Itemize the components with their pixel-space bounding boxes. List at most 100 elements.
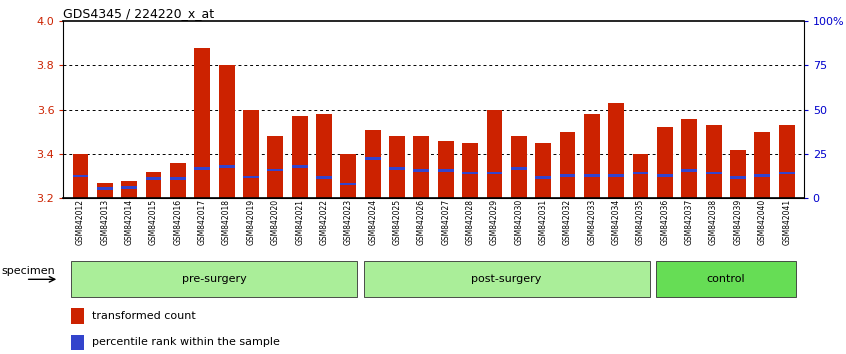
- Bar: [292, 165, 308, 168]
- Text: GSM842039: GSM842039: [733, 199, 743, 245]
- Bar: [121, 186, 137, 189]
- Bar: [486, 110, 503, 198]
- Bar: [243, 176, 259, 178]
- Bar: [438, 141, 453, 198]
- Bar: [146, 172, 162, 198]
- Bar: [681, 119, 697, 198]
- Bar: [340, 183, 356, 185]
- Bar: [633, 154, 649, 198]
- Bar: [778, 172, 794, 175]
- Text: GSM842017: GSM842017: [198, 199, 206, 245]
- Text: GSM842041: GSM842041: [783, 199, 791, 245]
- Bar: [316, 176, 332, 179]
- Bar: [706, 125, 722, 198]
- Bar: [121, 181, 137, 198]
- Bar: [292, 116, 308, 198]
- Bar: [389, 136, 405, 198]
- Bar: [316, 114, 332, 198]
- Text: GSM842027: GSM842027: [442, 199, 450, 245]
- Text: GSM842037: GSM842037: [684, 199, 694, 245]
- Text: GSM842018: GSM842018: [222, 199, 231, 245]
- Text: GSM842021: GSM842021: [295, 199, 305, 245]
- Bar: [462, 172, 478, 175]
- Text: post-surgery: post-surgery: [471, 274, 541, 284]
- Text: GSM842020: GSM842020: [271, 199, 280, 245]
- Bar: [511, 167, 527, 170]
- Text: transformed count: transformed count: [91, 311, 195, 321]
- Text: GSM842034: GSM842034: [612, 199, 621, 245]
- Bar: [730, 176, 746, 179]
- Bar: [778, 125, 794, 198]
- Bar: [414, 136, 429, 198]
- FancyBboxPatch shape: [364, 262, 650, 297]
- Text: GSM842029: GSM842029: [490, 199, 499, 245]
- Bar: [511, 136, 527, 198]
- Bar: [365, 157, 381, 160]
- Text: GSM842022: GSM842022: [320, 199, 328, 245]
- Text: GSM842012: GSM842012: [76, 199, 85, 245]
- Bar: [389, 167, 405, 170]
- Text: GSM842024: GSM842024: [368, 199, 377, 245]
- Bar: [73, 175, 89, 177]
- Text: GSM842016: GSM842016: [173, 199, 183, 245]
- Bar: [755, 132, 770, 198]
- Text: GSM842013: GSM842013: [101, 199, 109, 245]
- Text: GSM842015: GSM842015: [149, 199, 158, 245]
- Bar: [681, 170, 697, 172]
- Bar: [608, 103, 624, 198]
- Text: GDS4345 / 224220_x_at: GDS4345 / 224220_x_at: [63, 7, 215, 20]
- Bar: [218, 65, 234, 198]
- Bar: [584, 114, 600, 198]
- Bar: [97, 187, 113, 190]
- Text: GSM842028: GSM842028: [465, 199, 475, 245]
- FancyBboxPatch shape: [71, 262, 358, 297]
- Bar: [195, 167, 210, 170]
- Bar: [536, 176, 551, 179]
- Bar: [267, 136, 283, 198]
- Text: GSM842036: GSM842036: [661, 199, 669, 245]
- Bar: [267, 169, 283, 171]
- Bar: [170, 177, 186, 180]
- Bar: [146, 177, 162, 180]
- Bar: [365, 130, 381, 198]
- Bar: [414, 170, 429, 172]
- Bar: [559, 132, 575, 198]
- Bar: [633, 172, 649, 175]
- Bar: [438, 170, 453, 172]
- FancyBboxPatch shape: [656, 262, 796, 297]
- Text: GSM842025: GSM842025: [393, 199, 402, 245]
- Text: GSM842033: GSM842033: [587, 199, 596, 245]
- Bar: [730, 150, 746, 198]
- Bar: [584, 174, 600, 177]
- Text: GSM842031: GSM842031: [539, 199, 547, 245]
- Text: GSM842038: GSM842038: [709, 199, 718, 245]
- Text: pre-surgery: pre-surgery: [182, 274, 247, 284]
- Text: specimen: specimen: [2, 266, 55, 275]
- Text: GSM842019: GSM842019: [246, 199, 255, 245]
- Bar: [559, 174, 575, 177]
- Text: GSM842023: GSM842023: [343, 199, 353, 245]
- Bar: [340, 154, 356, 198]
- Bar: [73, 154, 89, 198]
- Bar: [71, 308, 84, 324]
- Bar: [657, 174, 673, 177]
- Text: GSM842032: GSM842032: [563, 199, 572, 245]
- Bar: [170, 163, 186, 198]
- Bar: [706, 172, 722, 175]
- Text: GSM842035: GSM842035: [636, 199, 645, 245]
- Text: percentile rank within the sample: percentile rank within the sample: [91, 337, 279, 348]
- Text: GSM842030: GSM842030: [514, 199, 524, 245]
- Bar: [462, 143, 478, 198]
- Text: GSM842040: GSM842040: [758, 199, 766, 245]
- Bar: [243, 110, 259, 198]
- Text: GSM842026: GSM842026: [417, 199, 426, 245]
- Bar: [755, 174, 770, 177]
- Bar: [71, 335, 84, 350]
- Bar: [536, 143, 551, 198]
- Text: GSM842014: GSM842014: [124, 199, 134, 245]
- Bar: [218, 165, 234, 168]
- Bar: [486, 172, 503, 175]
- Bar: [608, 174, 624, 177]
- Bar: [97, 183, 113, 198]
- Bar: [195, 48, 210, 198]
